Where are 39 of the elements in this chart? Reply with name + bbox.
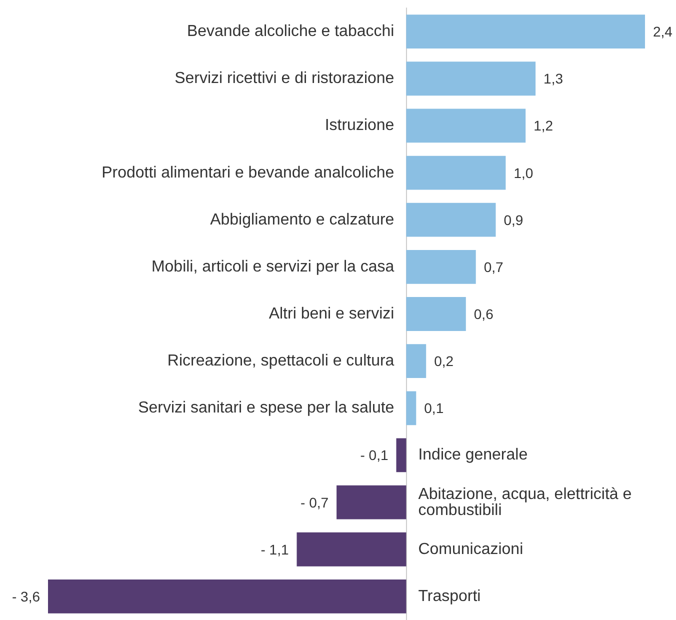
data-label: 0,1	[424, 400, 444, 416]
bar	[336, 485, 406, 520]
y-tick-label: Prodotti alimentari e bevande analcoliche	[102, 164, 394, 182]
data-label: 0,6	[474, 306, 494, 322]
bar	[406, 344, 426, 378]
bar	[48, 580, 406, 614]
y-tick-label: Indice generale	[418, 446, 528, 464]
data-label: 1,0	[514, 164, 534, 181]
data-label: - 1,1	[260, 541, 289, 558]
y-tick-label: Abitazione, acqua, elettricità e combustibili	[418, 486, 632, 519]
bar	[406, 156, 506, 190]
bar	[396, 438, 406, 472]
bar	[406, 391, 416, 426]
y-tick-label: Mobili, articoli e servizi per la casa	[151, 258, 394, 276]
y-tick-label: Abbigliamento e calzature	[210, 211, 394, 228]
y-tick-label: Istruzione	[324, 117, 394, 134]
data-label: - 0,1	[360, 447, 388, 464]
y-tick-label: Ricreazione, spettacoli e cultura	[167, 352, 394, 370]
bar	[406, 62, 536, 96]
y-tick-label: Comunicazioni	[418, 540, 524, 558]
bar	[406, 14, 645, 48]
data-label: 0,9	[504, 212, 524, 228]
y-tick-label: Trasporti	[418, 588, 481, 605]
bar	[406, 108, 526, 143]
bar	[296, 532, 406, 566]
data-label: 2,4	[653, 24, 673, 40]
data-label: 1,3	[544, 70, 564, 87]
data-label: 0,2	[434, 353, 454, 370]
bar	[406, 297, 466, 331]
y-tick-label: Altri beni e servizi	[268, 306, 394, 322]
y-tick-label: Bevande alcoliche e tabacchi	[186, 23, 394, 40]
data-label: 0,7	[484, 258, 504, 275]
y-tick-label: Servizi ricettivi e di ristorazione	[174, 70, 394, 88]
bar	[406, 202, 496, 237]
y-tick-label: Servizi sanitari e spese per la salute	[138, 400, 394, 417]
bar	[406, 250, 476, 284]
data-label: 1,2	[534, 118, 554, 134]
data-label: - 0,7	[300, 494, 329, 510]
data-label: - 3,6	[12, 588, 40, 604]
